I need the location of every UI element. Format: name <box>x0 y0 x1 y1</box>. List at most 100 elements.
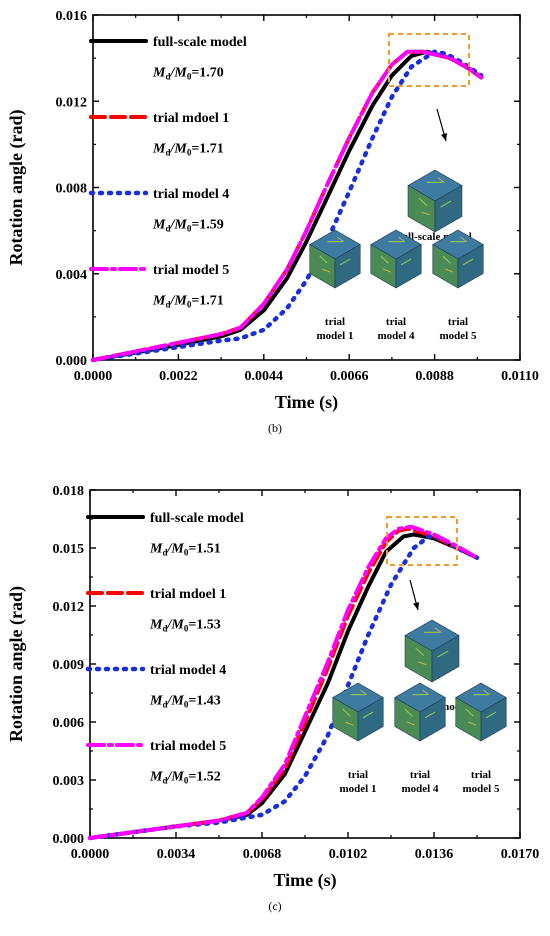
zoom-arrow-head <box>441 133 448 141</box>
ratio-slash: /M <box>169 65 187 80</box>
inset-label-trial1: trial <box>348 769 368 781</box>
legend-ratio: Md/M0=1.59 <box>152 217 224 233</box>
x-tick-label: 0.0000 <box>71 847 110 862</box>
inset-label-trial1: trial <box>325 316 345 328</box>
ratio-value: =1.53 <box>188 617 220 632</box>
y-tick-label: 0.000 <box>56 354 88 369</box>
legend-label: trial model 4 <box>150 663 226 678</box>
inset-label-trial1: model 1 <box>340 783 377 795</box>
inset-label-trial5: trial <box>471 769 491 781</box>
x-tick-label: 0.0034 <box>157 847 196 862</box>
cube-stress-pattern <box>421 177 445 216</box>
cube-stress-pattern <box>445 236 468 273</box>
zoom-box <box>386 516 458 566</box>
cube-stress-pattern <box>319 241 351 266</box>
ratio-sub: 0 <box>187 223 192 233</box>
y-tick-label: 0.008 <box>56 182 88 197</box>
x-tick-label: 0.0066 <box>330 369 369 384</box>
inset-label-trial1: model 1 <box>317 330 354 342</box>
ratio-m: M <box>149 693 163 708</box>
x-tick-label: 0.0088 <box>415 369 454 384</box>
inset-cube-trial1 <box>332 682 384 742</box>
cube-stress-pattern <box>404 694 436 719</box>
inset-cube-trial4 <box>370 229 422 289</box>
inset-label-trial5: trial <box>448 316 468 328</box>
zoom-box <box>388 33 470 87</box>
chart-panel-c: 0.0000 0.0034 0.0068 0.0102 0.0136 0.01700.00… <box>6 484 539 913</box>
x-tick-label: 0.0044 <box>245 369 284 384</box>
ratio-sub: 0 <box>187 299 192 309</box>
ratio-value: =1.71 <box>191 293 223 308</box>
x-axis-title: Time (s) <box>273 870 336 891</box>
inset-label-trial4: model 4 <box>378 330 415 342</box>
y-axis-title: Rotation angle (rad) <box>6 110 27 266</box>
x-tick-label: 0.0110 <box>501 369 539 384</box>
ratio-m: M <box>149 617 163 632</box>
cube-stress-pattern <box>380 241 412 266</box>
inset-label-trial5: model 5 <box>440 330 477 342</box>
y-tick-label: 0.012 <box>56 95 88 110</box>
cube-stress-pattern <box>407 689 430 726</box>
ratio-slash: /M <box>166 541 184 556</box>
legend-label: trial mdoel 1 <box>153 111 229 126</box>
cube-stress-pattern <box>468 689 491 726</box>
x-tick-label: 0.0000 <box>74 369 113 384</box>
x-tick-label: 0.0170 <box>501 847 540 862</box>
y-tick-label: 0.012 <box>53 600 85 615</box>
zoom-arrow-head <box>413 602 420 610</box>
y-tick-label: 0.016 <box>56 9 88 24</box>
ratio-slash: /M <box>169 217 187 232</box>
cube-stress-pattern <box>322 236 345 273</box>
inset-label-trial5: model 5 <box>463 783 500 795</box>
inset-cube-full-scale <box>404 619 460 683</box>
y-axis-title: Rotation angle (rad) <box>6 586 27 742</box>
legend-ratio: Md/M0=1.71 <box>152 141 224 157</box>
inset-label-trial4: trial <box>386 316 406 328</box>
cube-right-face <box>431 634 460 683</box>
ratio-sub: d <box>162 547 167 557</box>
cube-right-face <box>457 243 484 289</box>
cube-right-face <box>419 696 446 742</box>
ratio-value: =1.70 <box>191 65 223 80</box>
ratio-value: =1.71 <box>191 141 223 156</box>
ratio-sub: d <box>162 699 167 709</box>
series-line-trial-model-5 <box>88 524 479 840</box>
inset-cube-trial1 <box>309 229 361 289</box>
cube-stress-pattern <box>383 236 406 273</box>
inset-cube-trial5 <box>455 682 507 742</box>
series-line-trial-model-5 <box>91 49 484 362</box>
ratio-sub: d <box>165 299 170 309</box>
legend-label: full-scale model <box>150 511 244 526</box>
ratio-sub: 0 <box>184 699 189 709</box>
ratio-value: =1.43 <box>188 693 220 708</box>
ratio-slash: /M <box>169 141 187 156</box>
ratio-value: =1.52 <box>188 769 220 784</box>
y-tick-label: 0.004 <box>56 268 88 283</box>
ratio-m: M <box>152 65 166 80</box>
legend-ratio: Md/M0=1.71 <box>152 293 224 309</box>
cube-stress-pattern <box>465 694 497 719</box>
ratio-sub: 0 <box>184 547 189 557</box>
inset-cube-full-scale <box>407 169 463 233</box>
x-axis-title: Time (s) <box>275 392 338 413</box>
cube-stress-pattern <box>415 631 449 658</box>
ratio-m: M <box>152 293 166 308</box>
ratio-value: =1.59 <box>191 217 223 232</box>
legend-ratio: Md/M0=1.43 <box>149 693 221 709</box>
legend-ratio: Md/M0=1.52 <box>149 769 221 785</box>
inset-cube-trial5 <box>432 229 484 289</box>
ratio-slash: /M <box>169 293 187 308</box>
inset-cube-trial4 <box>394 682 446 742</box>
cube-right-face <box>480 696 507 742</box>
y-tick-label: 0.006 <box>53 716 85 731</box>
cube-stress-pattern <box>418 181 452 208</box>
ratio-slash: /M <box>166 693 184 708</box>
cube-stress-pattern <box>418 627 442 666</box>
chart-panel-b: 0.0000 0.0022 0.0044 0.0066 0.0088 0.01100.00… <box>6 9 539 435</box>
inset-label-trial4: trial <box>410 769 430 781</box>
ratio-sub: d <box>165 223 170 233</box>
ratio-m: M <box>149 541 163 556</box>
ratio-slash: /M <box>166 617 184 632</box>
legend-ratio: Md/M0=1.51 <box>149 541 221 557</box>
ratio-sub: d <box>162 623 167 633</box>
